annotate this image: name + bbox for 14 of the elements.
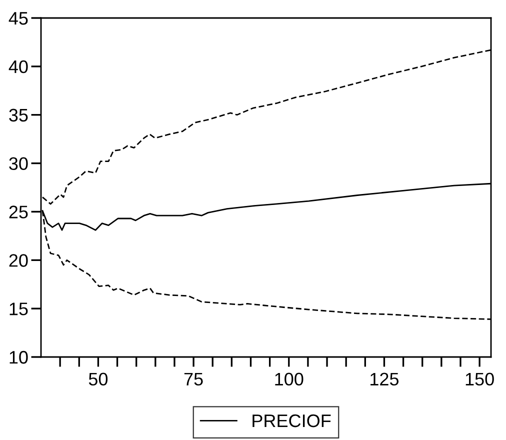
y-tick-label: 40 — [8, 60, 28, 74]
y-tick-label: 20 — [9, 254, 28, 267]
y-tick-label: 15 — [10, 302, 28, 316]
y-tick-label: 30 — [9, 157, 28, 170]
y-tick-label: 45 — [8, 12, 28, 25]
legend-label: PRECIOF — [252, 414, 331, 428]
x-tick-label: 100 — [275, 372, 304, 386]
y-tick-label: 10 — [10, 350, 28, 364]
y-tick-label: 35 — [9, 108, 28, 122]
x-tick-label: 125 — [370, 372, 399, 386]
x-tick-label: 50 — [88, 372, 108, 386]
y-tick-label: 25 — [9, 206, 28, 218]
x-tick-label: 75 — [184, 372, 203, 386]
x-tick-label: 150 — [466, 372, 494, 386]
